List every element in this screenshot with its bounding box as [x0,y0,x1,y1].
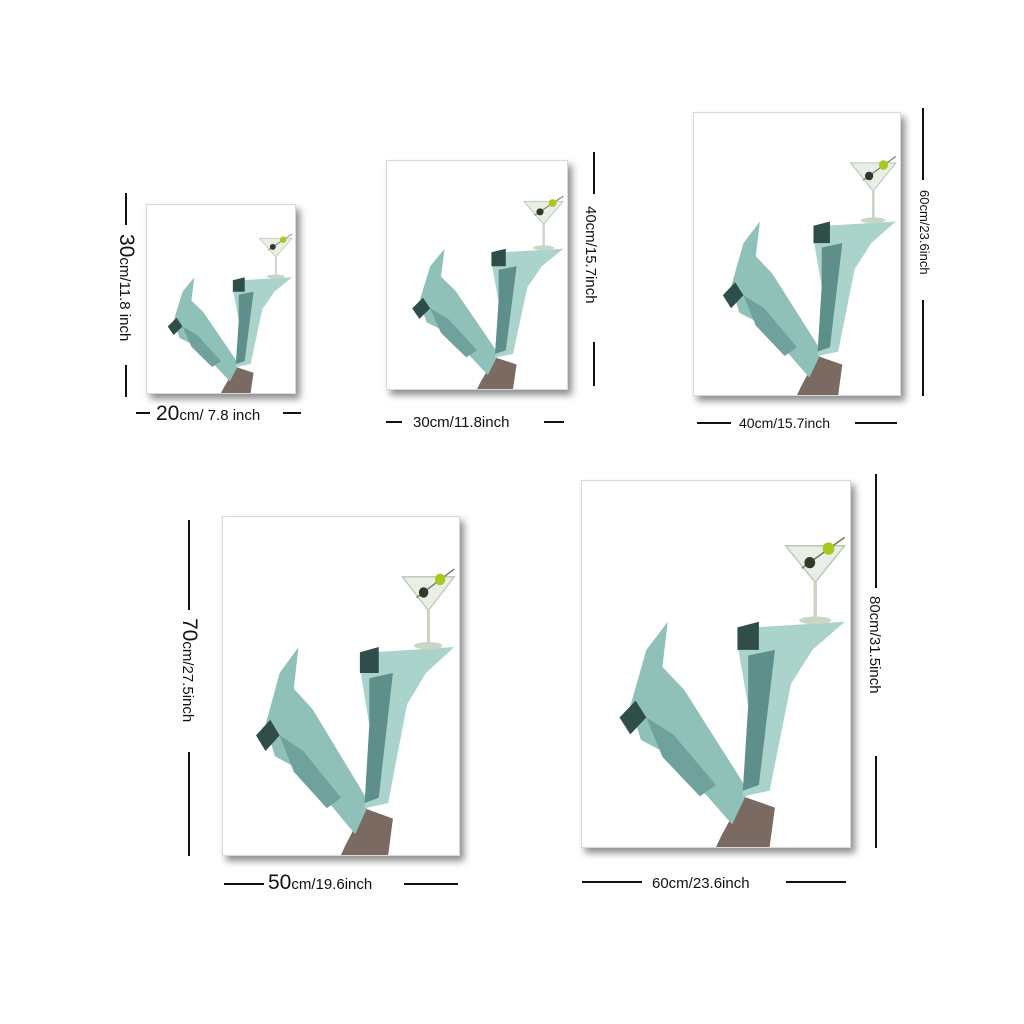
width-rule-right [786,881,846,883]
width-rule-right [283,412,301,414]
height-label-3: 60cm/23.6inch [917,190,932,275]
width-rule-left [697,422,731,424]
boots-martini-artwork [223,517,459,855]
width-rule-right [855,422,897,424]
height-rule-bottom [125,365,127,397]
height-rule-bottom [188,752,190,856]
height-rule-top [125,193,127,225]
poster-small [146,204,296,394]
width-label-1: 20cm/ 7.8 inch [156,402,261,425]
width-rule-left [224,883,264,885]
poster-xxlarge [581,480,851,848]
height-label-2: 40cm/15.7inch [582,206,599,304]
width-label-3: 40cm/15.7inch [739,415,831,431]
width-rule-right [544,421,564,423]
width-rule-left [386,421,402,423]
poster-medium [386,160,568,390]
height-rule-bottom [875,756,877,848]
height-rule-top [188,520,190,610]
width-rule-right [404,883,458,885]
height-rule-bottom [593,342,595,386]
boots-martini-artwork [582,481,850,847]
width-label-4: 50cm/19.6inch [268,871,373,894]
poster-xlarge [222,516,460,856]
width-label-5: 60cm/23.6inch [652,875,750,892]
boots-martini-artwork [387,161,567,389]
poster-large [693,112,901,396]
height-rule-top [593,152,595,194]
height-label-4: 70cm/27.5inch [178,618,201,723]
height-label-5: 80cm/31.5inch [866,596,883,694]
height-rule-top [922,108,924,180]
width-label-2: 30cm/11.8inch [413,414,510,431]
width-rule-left [136,412,150,414]
boots-martini-artwork [147,205,295,393]
height-rule-top [875,474,877,588]
boots-martini-artwork [694,113,900,395]
height-label-1: 30cm/11.8 inch [115,234,138,342]
height-rule-bottom [922,300,924,396]
width-rule-left [582,881,642,883]
